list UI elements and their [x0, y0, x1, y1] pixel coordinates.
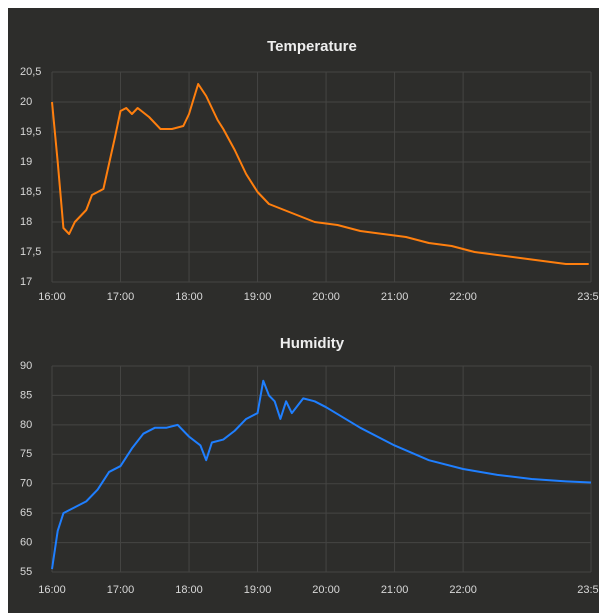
x-tick-label: 18:00	[175, 584, 203, 596]
x-tick-label: 18:00	[175, 291, 203, 303]
y-tick-label: 75	[20, 448, 32, 460]
x-tick-label: 23:52	[577, 584, 599, 596]
x-tick-label: 21:00	[381, 291, 409, 303]
y-tick-label: 85	[20, 389, 32, 401]
x-tick-label: 22:00	[449, 291, 477, 303]
y-tick-label: 90	[20, 360, 32, 372]
x-tick-label: 22:00	[449, 584, 477, 596]
y-tick-label: 18,5	[20, 186, 41, 198]
y-tick-label: 19	[20, 156, 32, 168]
y-tick-label: 20	[20, 96, 32, 108]
y-tick-label: 70	[20, 478, 32, 490]
y-tick-label: 20,5	[20, 66, 41, 78]
x-tick-label: 16:00	[38, 584, 66, 596]
x-tick-label: 17:00	[107, 291, 135, 303]
y-tick-label: 60	[20, 536, 32, 548]
x-tick-label: 23:52	[577, 291, 599, 303]
y-tick-label: 18	[20, 216, 32, 228]
x-tick-label: 21:00	[381, 584, 409, 596]
y-tick-label: 55	[20, 566, 32, 578]
y-tick-label: 17,5	[20, 246, 41, 258]
chart-title: Temperature	[267, 38, 357, 55]
chart-title: Humidity	[280, 335, 345, 352]
data-line	[51, 83, 589, 265]
x-tick-label: 19:00	[244, 584, 272, 596]
x-tick-label: 20:00	[312, 291, 340, 303]
x-tick-label: 17:00	[107, 584, 135, 596]
y-tick-label: 19,5	[20, 126, 41, 138]
x-tick-label: 16:00	[38, 291, 66, 303]
y-tick-label: 80	[20, 419, 32, 431]
x-tick-label: 20:00	[312, 584, 340, 596]
y-tick-label: 65	[20, 507, 32, 519]
y-tick-label: 17	[20, 276, 32, 288]
data-line	[51, 379, 592, 570]
x-tick-label: 19:00	[244, 291, 272, 303]
panel-background	[8, 8, 599, 613]
